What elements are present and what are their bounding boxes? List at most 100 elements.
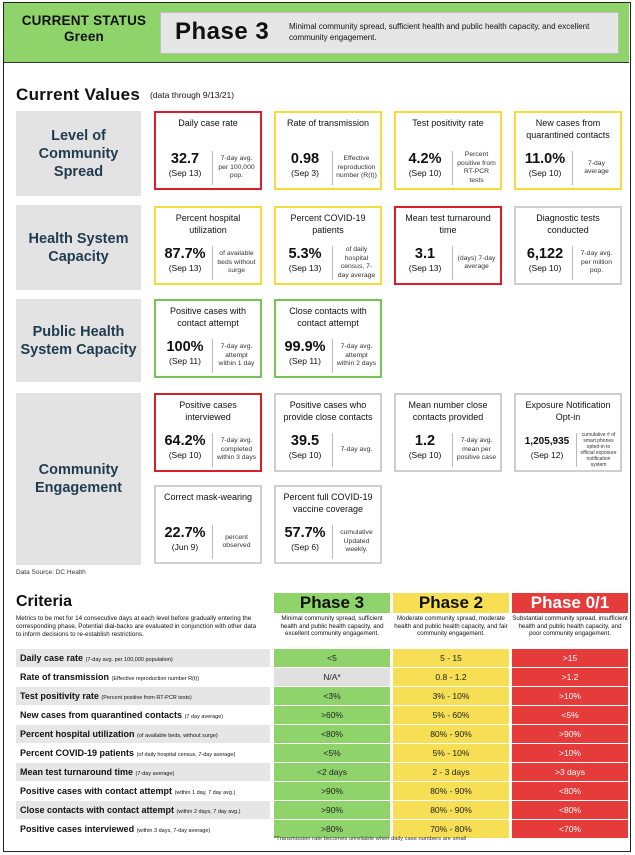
card-value: 39.5 <box>290 433 320 449</box>
phase2-description: Moderate community spread, moderate heal… <box>394 615 508 638</box>
card-title: Diagnostic tests conducted <box>536 213 600 235</box>
criteria-label: Percent hospital utilization (of availab… <box>16 725 270 743</box>
criteria-phase01-value: >10% <box>512 744 628 762</box>
criteria-phase2-value: 2 - 3 days <box>393 763 509 781</box>
card-value-block: 64.2% (Sep 10) <box>157 433 213 461</box>
card-note: 7-day avg. attempt within 2 days <box>332 339 377 373</box>
criteria-phase3-value: >90% <box>274 801 390 819</box>
criteria-phase3-value: >80% <box>274 820 390 838</box>
data-source: Data Source: DC Health <box>16 569 86 576</box>
criteria-metric-detail: (within 3 days, 7-day average) <box>136 828 211 834</box>
criteria-phase3-value: <2 days <box>274 763 390 781</box>
card-value-block: 22.7% (Jun 9) <box>157 525 213 553</box>
criteria-phase2-value: 5 - 15 <box>393 649 509 667</box>
criteria-phase2-value: 80% - 90% <box>393 782 509 800</box>
card-note: 7-day avg. attempt within 1 day <box>212 339 257 373</box>
criteria-metric-detail: (7 day average) <box>184 714 224 720</box>
card-value-block: 57.7% (Sep 6) <box>277 525 333 553</box>
card-note: percent observed <box>212 525 257 559</box>
card-title: Exposure Notification Opt-in <box>525 400 611 422</box>
card-title: Close contacts with contact attempt <box>289 306 367 328</box>
status-header: CURRENT STATUS Green Phase 3 Minimal com… <box>4 3 629 63</box>
criteria-phase01-value: <5% <box>512 706 628 724</box>
card-date: (Sep 12) <box>530 450 564 460</box>
criteria-metric: Test positivity rate <box>20 691 99 701</box>
card-title: Percent COVID-19 patients <box>290 213 366 235</box>
phase-description: Minimal community spread, sufficient hea… <box>289 22 590 42</box>
criteria-metric: Percent hospital utilization <box>20 729 135 739</box>
current-values-subtitle: (data through 9/13/21) <box>150 90 235 100</box>
criteria-title: Criteria <box>16 593 73 610</box>
criteria-label: Daily case rate (7-day avg. per 100,000 … <box>16 649 270 667</box>
card-note: Effective reproduction number (R(t)) <box>332 151 377 185</box>
criteria-phase01-value: <70% <box>512 820 628 838</box>
card-title: Mean test turnaround time <box>405 213 491 235</box>
criteria-metric: Close contacts with contact attempt <box>20 805 175 815</box>
card-test-positivity: Test positivity rate 4.2% (Sep 10) Percent … <box>394 111 502 190</box>
criteria-label: Rate of transmission (Effective reproduc… <box>16 668 270 686</box>
criteria-row: Positive cases interviewed (within 3 day… <box>16 820 628 838</box>
card-hospital-utilization: Percent hospital utilization 87.7% (Sep 13… <box>154 206 262 285</box>
criteria-phase01-value: >10% <box>512 687 628 705</box>
criteria-description: Metrics to be met for 14 consecutive day… <box>16 615 257 638</box>
criteria-metric-detail: (7-day average) <box>135 771 175 777</box>
criteria-metric: Daily case rate <box>20 653 84 663</box>
card-note: Percent positive from RT-PCR tests <box>452 151 497 185</box>
category-public-health: Public Health System Capacity <box>16 299 141 382</box>
criteria-phase2-value: 5% - 10% <box>393 744 509 762</box>
criteria-phase2-value: 70% - 80% <box>393 820 509 838</box>
criteria-label: Positive cases interviewed (within 3 day… <box>16 820 270 838</box>
card-daily-case-rate: Daily case rate 32.7 (Sep 13) 7-day avg. pe… <box>154 111 262 190</box>
criteria-metric-detail: (of daily hospital census, 7-day average… <box>136 752 236 758</box>
card-test-turnaround: Mean test turnaround time 3.1 (Sep 13) (day… <box>394 206 502 285</box>
criteria-label: Positive cases with contact attempt (wit… <box>16 782 270 800</box>
criteria-phase3-value: <5 <box>274 649 390 667</box>
card-value-block: 11.0% (Sep 10) <box>517 151 573 179</box>
card-value: 1.2 <box>414 433 436 449</box>
phase2-header: Phase 2 <box>393 593 509 613</box>
card-value-block: 39.5 (Sep 10) <box>277 433 333 461</box>
card-title: Positive cases interviewed <box>179 400 237 422</box>
card-mean-close-contacts: Mean number close contacts provided 1.2 (S… <box>394 393 502 472</box>
criteria-phase2-value: 5% - 60% <box>393 706 509 724</box>
dashboard-page: CURRENT STATUS Green Phase 3 Minimal com… <box>3 2 631 852</box>
card-value: 87.7% <box>164 246 206 262</box>
card-value-block: 4.2% (Sep 10) <box>397 151 453 179</box>
card-date: (Sep 13) <box>288 263 322 273</box>
criteria-label: Percent COVID-19 patients (of daily hosp… <box>16 744 270 762</box>
card-value: 4.2% <box>408 151 442 167</box>
card-value: 57.7% <box>284 525 326 541</box>
criteria-row: Percent COVID-19 patients (of daily hosp… <box>16 744 628 762</box>
card-value: 32.7 <box>170 151 200 167</box>
criteria-label: Close contacts with contact attempt (wit… <box>16 801 270 819</box>
card-title: Daily case rate <box>178 118 238 128</box>
criteria-phase3-value: >60% <box>274 706 390 724</box>
criteria-row: Close contacts with contact attempt (wit… <box>16 801 628 819</box>
card-value: 1,205,935 <box>524 436 570 447</box>
criteria-phase2-value: 80% - 90% <box>393 725 509 743</box>
card-value-block: 1,205,935 (Sep 12) <box>517 433 577 461</box>
card-note: cumulative Updated weekly. <box>332 525 377 559</box>
current-status: CURRENT STATUS Green <box>14 13 154 45</box>
card-note: 7-day avg. <box>332 433 377 467</box>
card-date: (Sep 10) <box>528 168 562 178</box>
criteria-phase01-value: <80% <box>512 801 628 819</box>
criteria-phase3-value: N/A* <box>274 668 390 686</box>
phase01-description: Substantial community spread, insufficie… <box>512 615 628 638</box>
card-date: (Sep 13) <box>168 168 202 178</box>
phase3-header: Phase 3 <box>274 593 390 613</box>
card-close-contact-attempt: Close contacts with contact attempt 99.9%… <box>274 299 382 378</box>
criteria-phase3-value: >90% <box>274 782 390 800</box>
category-community-engagement: Community Engagement <box>16 393 141 565</box>
criteria-label: New cases from quarantined contacts (7 d… <box>16 706 270 724</box>
criteria-row: Rate of transmission (Effective reproduc… <box>16 668 628 686</box>
criteria-phase01-value: >3 days <box>512 763 628 781</box>
criteria-row: Percent hospital utilization (of availab… <box>16 725 628 743</box>
card-note: of available beds without surge <box>212 246 257 280</box>
card-date: (Sep 3) <box>291 168 319 178</box>
criteria-row: New cases from quarantined contacts (7 d… <box>16 706 628 724</box>
criteria-label: Mean test turnaround time (7-day average… <box>16 763 270 781</box>
card-note: (days) 7-day average <box>452 246 497 280</box>
card-note: of daily hospital census, 7-day average <box>332 246 377 280</box>
card-value: 0.98 <box>290 151 320 167</box>
